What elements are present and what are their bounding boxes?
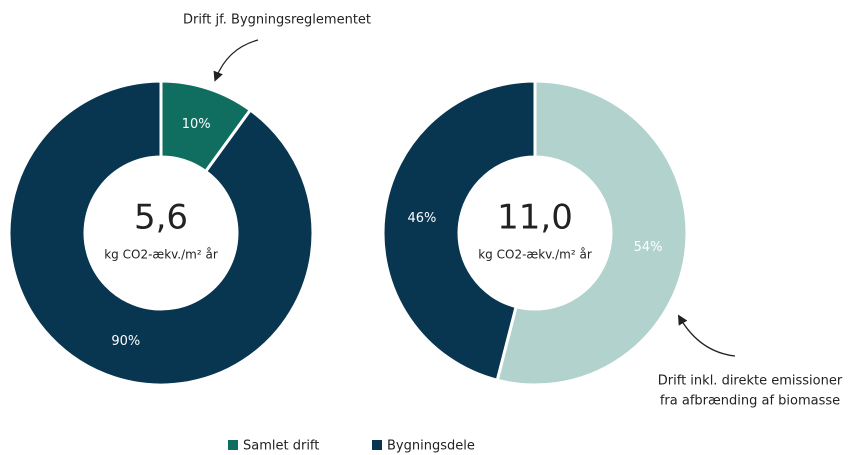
legend-label: Samlet drift — [243, 439, 319, 454]
data-label: 10% — [182, 117, 211, 132]
legend-swatch — [228, 440, 238, 450]
donut-slice — [7, 79, 315, 387]
donut-slice — [495, 79, 689, 387]
center-unit: kg CO2-ækv./m² år — [478, 248, 592, 262]
legend-swatch — [372, 440, 382, 450]
donut-slice — [381, 79, 537, 383]
center-value: 11,0 — [497, 198, 573, 238]
annotation: fra afbrænding af biomasse — [660, 394, 840, 409]
annotation-arrow — [677, 314, 736, 357]
data-label: 46% — [407, 211, 436, 226]
annotation: Drift jf. Bygningsreglementet — [183, 13, 371, 28]
center-value: 5,6 — [134, 198, 188, 238]
data-label: 54% — [634, 240, 663, 255]
data-label: 90% — [111, 334, 140, 349]
legend-label: Bygningsdele — [387, 439, 475, 454]
center-unit: kg CO2-ækv./m² år — [104, 248, 218, 262]
annotation: Drift inkl. direkte emissioner — [658, 374, 843, 389]
annotation-arrow — [213, 39, 259, 82]
